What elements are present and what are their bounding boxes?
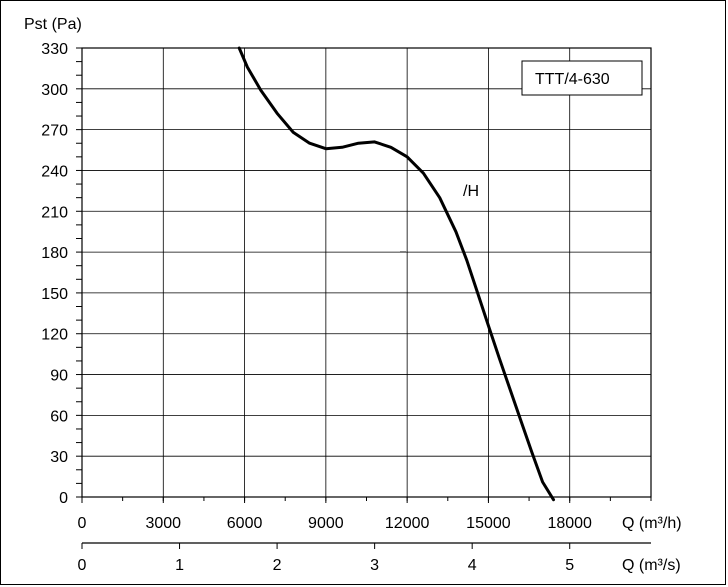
y-tick-label: 180 — [41, 245, 68, 262]
x-tick-label: 6000 — [227, 515, 263, 532]
x-tick-label: 9000 — [308, 515, 344, 532]
secondary-x-tick-label: 3 — [370, 557, 379, 574]
pressure-curve — [237, 46, 555, 502]
y-tick-label: 240 — [41, 163, 68, 180]
plot-area — [81, 47, 652, 498]
y-tick-label: 0 — [59, 490, 68, 507]
secondary-x-tick-label: 1 — [175, 557, 184, 574]
secondary-x-axis-label: Q (m³/s) — [622, 557, 681, 574]
secondary-x-tick-label: 5 — [565, 557, 574, 574]
grid-layer — [81, 47, 652, 498]
secondary-x-tick-label: 0 — [78, 557, 87, 574]
y-tick-label: 330 — [41, 41, 68, 58]
x-tick-label: 3000 — [145, 515, 181, 532]
y-tick-label: 60 — [50, 408, 68, 425]
y-tick-label: 30 — [50, 449, 68, 466]
y-tick-label: 90 — [50, 368, 68, 385]
y-tick-label: 210 — [41, 204, 68, 221]
y-tick-label: 300 — [41, 82, 68, 99]
model-label: TTT/4-630 — [535, 71, 610, 88]
secondary-x-tick-label: 4 — [468, 557, 477, 574]
x-axis-label: Q (m³/h) — [622, 515, 682, 532]
x-tick-label: 12000 — [385, 515, 430, 532]
y-tick-label: 150 — [41, 286, 68, 303]
x-tick-label: 18000 — [547, 515, 592, 532]
model-box — [521, 60, 643, 96]
secondary-x-tick-label: 2 — [273, 557, 282, 574]
series-layer — [237, 46, 555, 502]
y-tick-label: 270 — [41, 123, 68, 140]
y-tick-label: 120 — [41, 327, 68, 344]
curve-annotation: /H — [463, 183, 479, 200]
x-tick-label: 15000 — [466, 515, 511, 532]
x-tick-label: 0 — [78, 515, 87, 532]
y-axis-label: Pst (Pa) — [24, 16, 82, 33]
